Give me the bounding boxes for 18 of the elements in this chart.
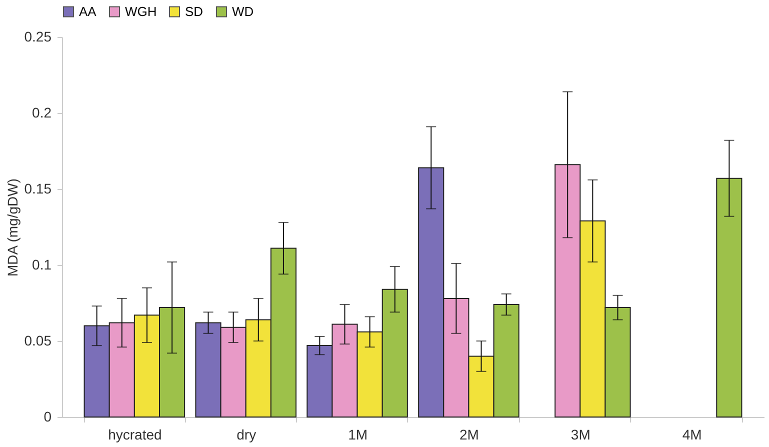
x-tick-label: dry [236,426,256,442]
y-tick-label: 0 [44,408,52,424]
legend-label: WGH [125,4,157,19]
x-tick-label: 2M [459,426,479,442]
y-tick-label: 0.25 [24,28,52,44]
y-tick-label: 0.2 [32,104,52,120]
y-axis-title: MDA (mg/gDW) [4,178,20,276]
legend-label: AA [79,4,97,19]
legend-label: SD [185,4,204,19]
x-tick-label: 1M [348,426,368,442]
y-tick-label: 0.1 [32,256,52,272]
y-tick-label: 0.05 [24,332,52,348]
y-tick-label: 0.15 [24,180,52,196]
x-tick-label: 3M [570,426,590,442]
bar [716,178,742,418]
x-tick-label: hycrated [108,426,162,442]
x-tick-label: 4M [682,426,702,442]
legend-label: WD [232,4,254,19]
